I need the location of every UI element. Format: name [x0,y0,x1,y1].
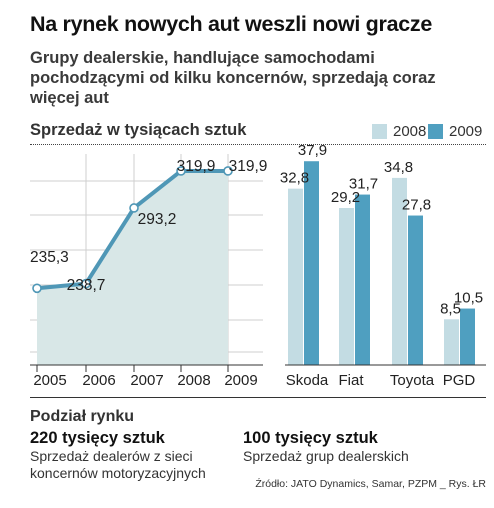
bar-2008 [392,177,407,365]
category-label: PGD [443,372,476,389]
bar-label: 37,9 [298,142,327,159]
x-tick-label: 2005 [33,372,66,389]
bar-2008 [444,319,459,365]
header-divider [30,144,486,145]
market-share-value: 100 tysięcy sztuk [243,429,378,447]
data-point [32,283,42,294]
legend-swatch-2008 [372,124,387,139]
bar-2008 [339,208,354,365]
bar-2009 [355,194,370,365]
market-share-item-dealers-network: 220 tysięcy sztuk Sprzedaż dealerów z si… [30,429,230,482]
x-tick-label: 2006 [82,372,115,389]
category-label: Skoda [286,372,329,389]
main-title: Na rynek nowych aut weszli nowi gracze [30,12,433,36]
market-share-item-dealer-groups: 100 tysięcy sztuk Sprzedaż grup dealersk… [243,429,463,465]
legend-label-2008: 2008 [393,123,427,140]
x-tick-label: 2008 [177,372,210,389]
bar-2009 [304,161,319,365]
category-label: Toyota [390,372,435,389]
data-point [176,166,186,176]
chart-section-title: Sprzedaż w tysiącach sztuk [30,121,247,139]
legend-item-2008: 2008 [372,123,426,140]
bar-label: 10,5 [454,290,483,307]
legend-item-2009: 2009 [428,123,482,140]
subtitle: Grupy dealerskie, handlujące samochodami… [30,49,436,107]
x-tick-label: 2007 [130,372,163,389]
data-label: 293,2 [138,211,177,228]
bar-label: 27,8 [402,197,431,214]
data-point [129,203,139,213]
footer-divider [30,397,486,398]
bar-label: 32,8 [280,170,309,187]
bar-label: 29,2 [331,189,360,206]
market-share-description: Sprzedaż grup dealerskich [243,448,409,464]
data-label: 319,9 [177,158,216,175]
legend-label-2009: 2009 [449,123,483,140]
bar-2009 [408,215,423,365]
data-point [223,166,233,176]
data-label: 319,9 [229,158,268,175]
market-share-title: Podział rynku [30,408,135,425]
x-tick-label: 2009 [224,372,257,389]
data-label: 238,7 [67,277,106,294]
line-area-fill [37,170,228,365]
bar-2008 [288,188,303,365]
legend-swatch-2009 [428,124,443,139]
market-share-description: Sprzedaż dealerów z sieci koncernów moto… [30,448,206,481]
source-note: Źródło: JATO Dynamics, Samar, PZPM _ Rys… [255,478,486,490]
bar-label: 31,7 [349,176,378,193]
bar-label: 8,5 [440,300,461,317]
data-label: 235,3 [30,249,69,266]
market-share-value: 220 tysięcy sztuk [30,429,165,447]
category-label: Fiat [338,372,364,389]
bar-label: 34,8 [384,159,413,176]
data-point [81,278,91,289]
bar-2009 [460,308,475,365]
